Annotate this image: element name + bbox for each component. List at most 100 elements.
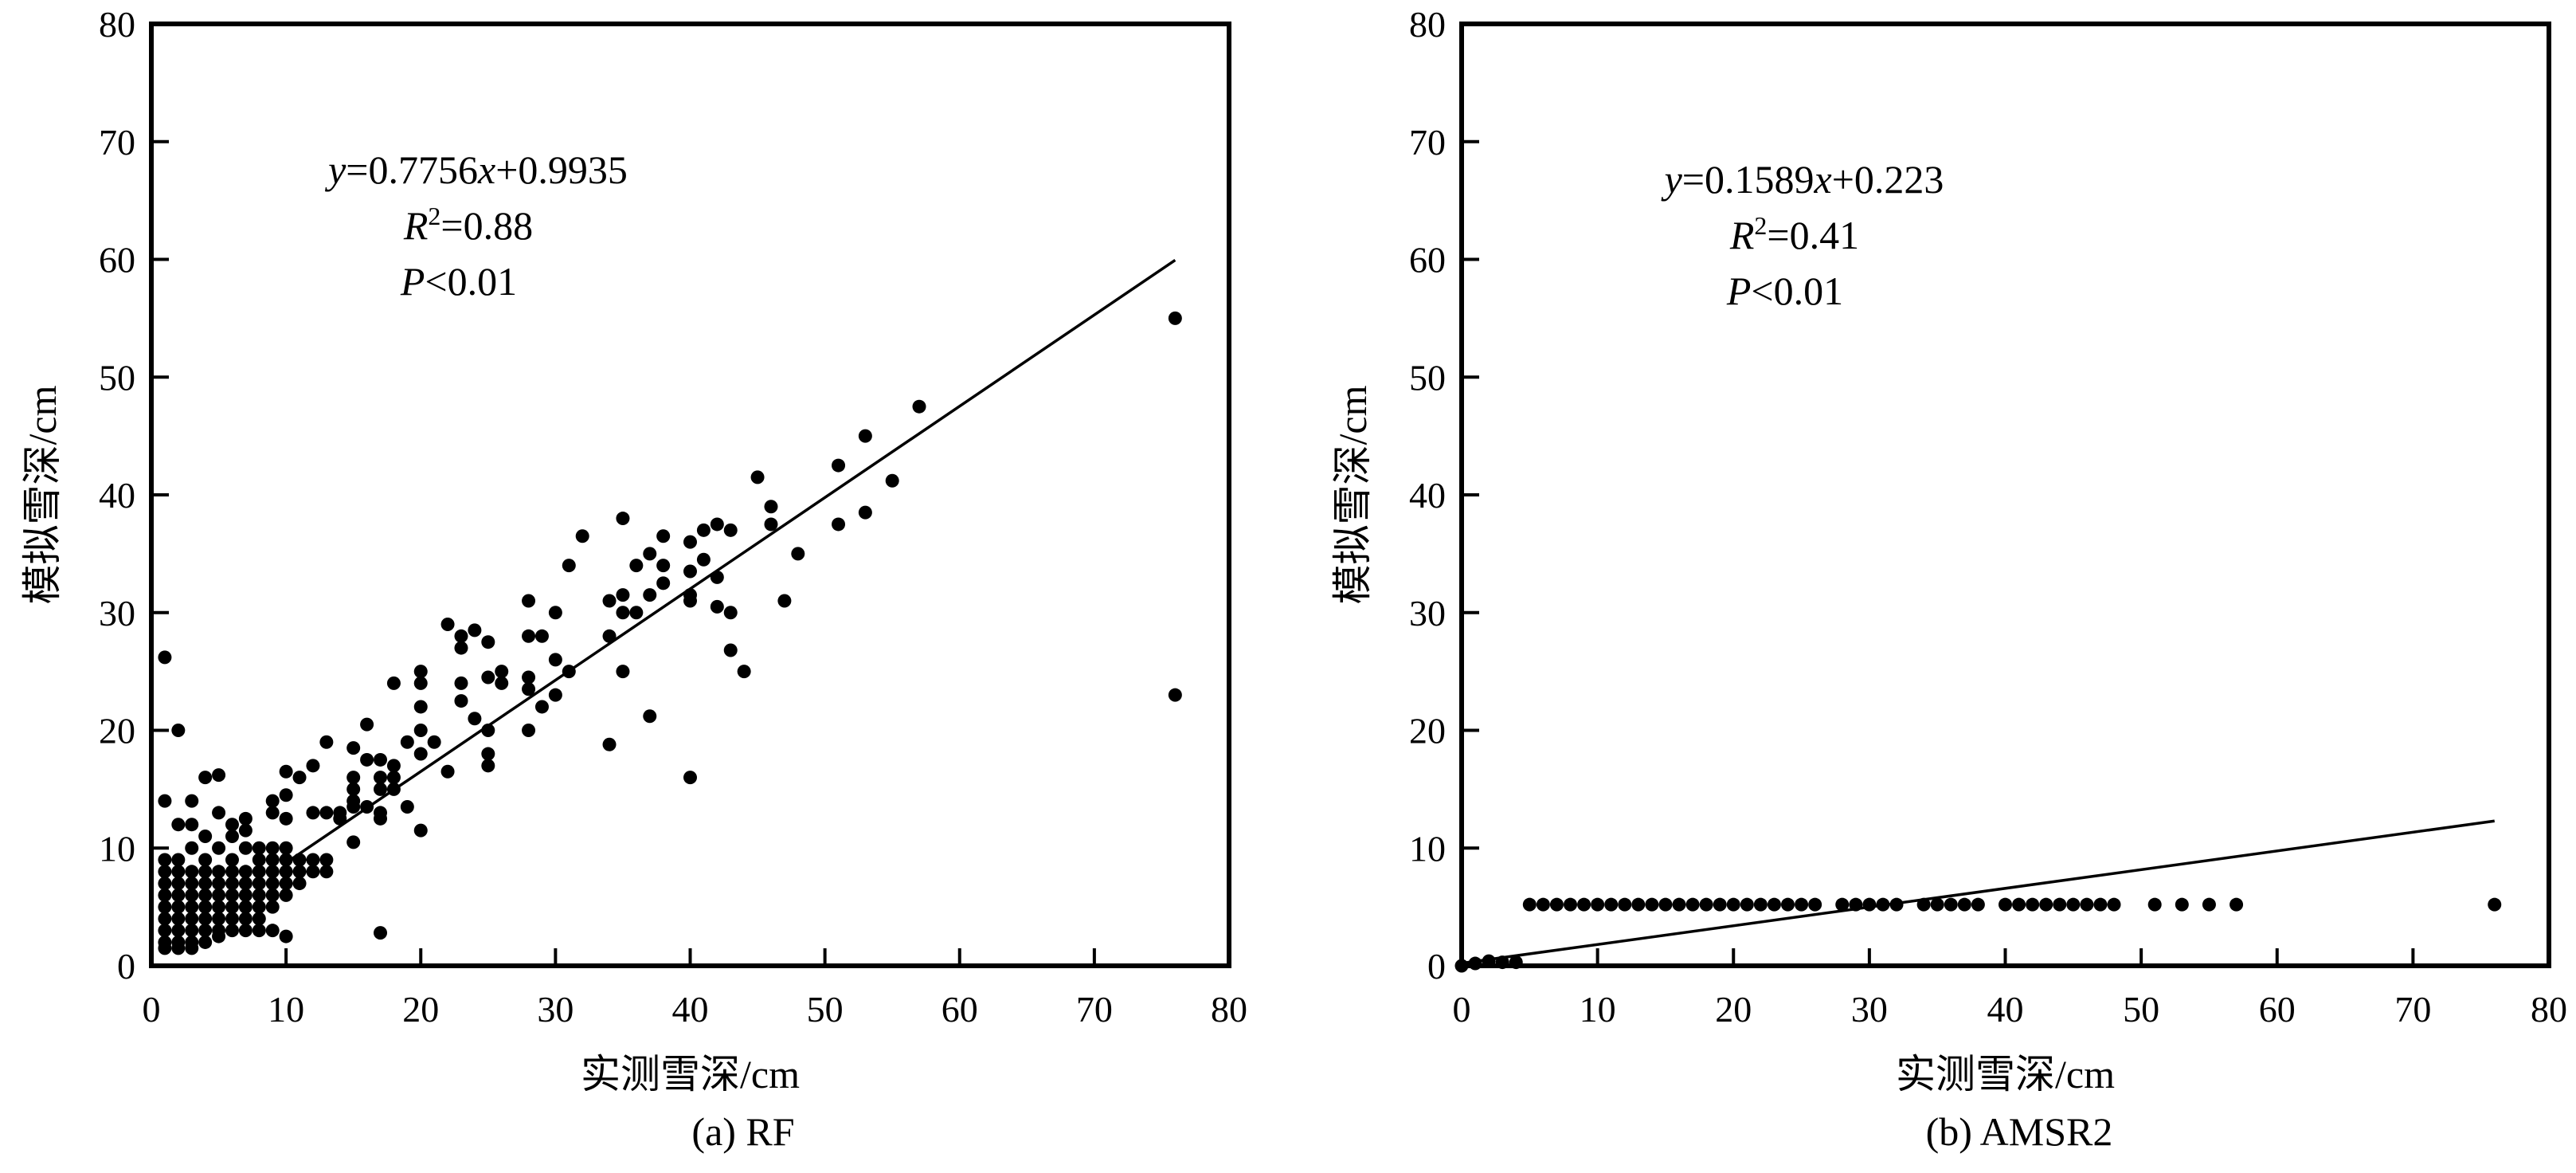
data-point <box>2053 897 2067 912</box>
chart-panel-amsr2: 0 10 20 30 40 50 60 70 80 0 10 20 30 40 50 60 70 80 实测雪深/c… <box>1330 4 2567 1154</box>
data-point <box>185 877 199 891</box>
y-tick-label: 50 <box>99 357 135 398</box>
panel-caption: (b) AMSR2 <box>1926 1109 2113 1154</box>
data-point <box>374 782 388 796</box>
data-point <box>1930 897 1944 912</box>
x-tick-label: 80 <box>1211 989 1247 1030</box>
data-point <box>225 865 239 879</box>
data-point <box>386 782 401 796</box>
data-point <box>885 473 899 488</box>
p-symbol: P <box>1726 269 1752 313</box>
data-point <box>696 552 711 567</box>
data-point <box>710 517 724 532</box>
x-tick-label: 0 <box>143 989 161 1030</box>
data-point <box>481 670 495 685</box>
data-point <box>656 559 671 573</box>
data-point <box>360 717 374 732</box>
data-point <box>832 517 846 532</box>
data-point <box>764 517 778 532</box>
data-point <box>279 929 293 944</box>
data-point <box>1944 897 1958 912</box>
data-point <box>440 764 455 779</box>
y-tick-label: 20 <box>1409 711 1446 751</box>
data-point <box>158 877 172 891</box>
data-point <box>400 800 414 814</box>
data-point <box>198 888 213 902</box>
data-point <box>238 912 253 926</box>
data-point <box>2080 897 2094 912</box>
data-point <box>360 800 374 814</box>
data-point <box>252 865 266 879</box>
data-point <box>522 629 536 643</box>
data-point <box>400 735 414 749</box>
data-point <box>238 811 253 826</box>
data-point <box>468 623 482 638</box>
p-value: P<0.01 <box>400 259 517 304</box>
data-point <box>279 865 293 879</box>
eq-intercept: +0.9935 <box>495 147 628 192</box>
x-tick-label: 10 <box>1580 989 1616 1030</box>
data-point <box>1522 897 1537 912</box>
data-point <box>1699 897 1713 912</box>
y-tick-label: 60 <box>1409 240 1446 280</box>
data-point <box>225 888 239 902</box>
eq-x-symbol: x <box>477 147 495 192</box>
x-tick-label: 60 <box>2259 989 2296 1030</box>
data-point <box>292 853 307 867</box>
x-tick-label: 30 <box>1851 989 1888 1030</box>
data-point <box>238 877 253 891</box>
eq-y-symbol: y <box>1661 157 1683 202</box>
data-point <box>252 912 266 926</box>
data-point <box>1618 897 1632 912</box>
data-point <box>386 759 401 773</box>
data-point <box>225 900 239 914</box>
data-point <box>252 877 266 891</box>
x-tick-label: 30 <box>537 989 574 1030</box>
data-point <box>495 665 509 679</box>
data-point <box>346 771 361 785</box>
data-point <box>306 853 320 867</box>
data-point <box>562 559 576 573</box>
y-tick-label: 60 <box>99 240 135 280</box>
data-point <box>198 829 213 843</box>
y-tick-label: 10 <box>1409 828 1446 869</box>
x-tick-label: 10 <box>268 989 304 1030</box>
data-point <box>2066 897 2081 912</box>
data-point <box>2147 897 2162 912</box>
data-point <box>481 724 495 737</box>
data-point <box>413 665 428 679</box>
x-tick-label: 40 <box>672 989 709 1030</box>
x-tick-label: 20 <box>402 989 439 1030</box>
data-point <box>1767 897 1781 912</box>
data-point <box>252 924 266 938</box>
data-point <box>225 877 239 891</box>
data-point <box>265 841 280 855</box>
data-point <box>1835 897 1850 912</box>
data-point <box>374 811 388 826</box>
data-point <box>238 841 253 855</box>
data-point <box>562 665 576 679</box>
data-point <box>1454 959 1469 973</box>
data-point <box>534 700 549 714</box>
data-point <box>1468 956 1482 971</box>
data-point <box>832 458 846 473</box>
x-tick-label: 40 <box>1987 989 2024 1030</box>
data-point <box>185 888 199 902</box>
data-point <box>643 709 657 724</box>
data-point <box>1685 897 1700 912</box>
x-tick-label: 50 <box>807 989 844 1030</box>
data-point <box>198 900 213 914</box>
data-point <box>427 735 441 749</box>
data-point <box>185 841 199 855</box>
data-point <box>225 829 239 843</box>
y-tick-label: 70 <box>99 122 135 163</box>
data-point <box>1957 897 1971 912</box>
data-point <box>171 865 186 879</box>
data-point <box>413 823 428 838</box>
data-point <box>1753 897 1768 912</box>
data-point <box>279 853 293 867</box>
data-point <box>171 924 186 938</box>
data-point <box>1482 954 1496 968</box>
data-point <box>440 618 455 632</box>
